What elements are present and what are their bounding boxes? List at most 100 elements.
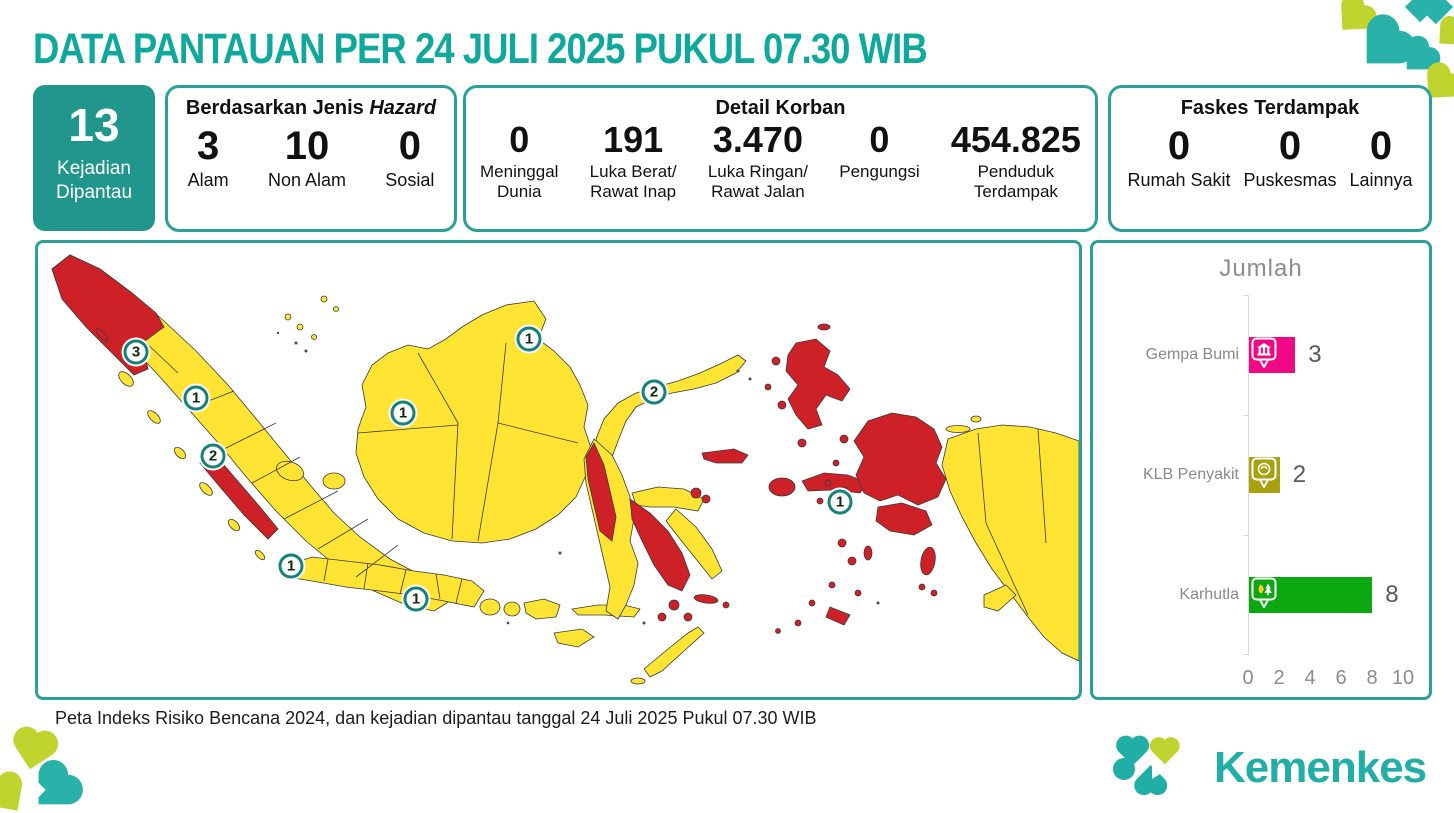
stat-sosial-value: 0 <box>398 124 421 168</box>
page-title: DATA PANTAUAN PER 24 JULI 2025 PUKUL 07.… <box>33 26 928 74</box>
map-incident-badge: 1 <box>827 489 853 515</box>
earthquake-building-icon <box>1251 337 1277 368</box>
hazard-type-card: Berdasarkan Jenis Hazard 3 Alam 10 Non A… <box>165 85 457 232</box>
map-small-islets <box>276 331 880 625</box>
faskes-card-title: Faskes Terdampak <box>1180 97 1360 119</box>
kemenkes-brand: Kemenkes <box>1112 731 1427 805</box>
kejadian-count: 13 <box>68 99 120 151</box>
stat-non-alam-value: 10 <box>284 124 330 168</box>
x-tick: 8 <box>1366 667 1378 689</box>
chart-x-axis: 0 2 4 6 8 10 <box>1242 667 1414 697</box>
x-tick: 6 <box>1335 667 1347 689</box>
bar-value-label: 8 <box>1385 581 1399 608</box>
chart-title: Jumlah <box>1219 255 1303 282</box>
stat-luka-ringan: 3.470 Luka Ringan/ Rawat Jalan <box>708 122 808 201</box>
x-tick: 4 <box>1304 667 1316 689</box>
badge-count: 1 <box>191 389 201 407</box>
x-tick: 0 <box>1242 667 1254 689</box>
forest-fire-icon <box>1251 577 1277 608</box>
chart-row-klb-penyakit: KLB Penyakit 2 <box>1143 415 1403 535</box>
map-incident-badge: 2 <box>200 443 226 469</box>
incident-type-chart: Jumlah Gempa Bumi <box>1090 240 1432 700</box>
stat-puskesmas: 0 Puskesmas <box>1243 126 1336 191</box>
map-high-risk-regions <box>51 254 947 634</box>
chart-row-gempa-bumi: Gempa Bumi 3 <box>1146 295 1403 415</box>
chart-row-karhutla: Karhutla 8 <box>1179 535 1403 655</box>
hazard-title-italic: Hazard <box>369 97 437 119</box>
faskes-terdampak-card: Faskes Terdampak 0 Rumah Sakit 0 Puskesm… <box>1108 85 1432 232</box>
badge-count: 1 <box>411 590 421 608</box>
chart-plot-area: Gempa Bumi 3 <box>1143 295 1403 655</box>
kejadian-label: Kejadian Dipantau <box>55 158 133 204</box>
detail-korban-card: Detail Korban 0 Meninggal Dunia 191 Luka… <box>463 85 1098 232</box>
map-incident-badge: 1 <box>278 553 304 579</box>
map-province-borders <box>141 338 1047 616</box>
kemenkes-wordmark: Kemenkes <box>1214 743 1427 792</box>
stat-puskesmas-value: 0 <box>1278 124 1302 168</box>
stat-alam-value: 3 <box>197 124 220 168</box>
indonesia-map-svg <box>51 254 1079 685</box>
stat-rumah-sakit-value: 0 <box>1167 124 1191 168</box>
stat-luka-berat-value: 191 <box>603 119 664 160</box>
stat-luka-berat: 191 Luka Berat/ Rawat Inap <box>590 122 677 201</box>
corner-decoration-icon <box>1341 0 1454 98</box>
category-label: KLB Penyakit <box>1142 466 1239 483</box>
korban-card-title: Detail Korban <box>715 97 846 119</box>
map-incident-badge: 1 <box>390 400 416 426</box>
indonesia-risk-map: 3 1 2 1 1 1 1 2 1 <box>35 240 1082 700</box>
stat-lainnya-label: Lainnya <box>1349 170 1413 190</box>
bar-gempa-bumi <box>1249 337 1296 373</box>
bar-karhutla <box>1249 577 1373 613</box>
category-label: Gempa Bumi <box>1145 346 1239 363</box>
stat-penduduk-label: Penduduk Terdampak <box>973 162 1058 201</box>
stat-rumah-sakit-label: Rumah Sakit <box>1127 170 1231 190</box>
badge-count: 1 <box>286 557 296 575</box>
stat-penduduk: 454.825 Penduduk Terdampak <box>951 122 1081 201</box>
stat-lainnya-value: 0 <box>1369 124 1393 168</box>
map-incident-badge: 1 <box>183 385 209 411</box>
kemenkes-logo-icon <box>1113 735 1180 796</box>
map-medium-risk-regions <box>51 254 1079 685</box>
x-tick: 2 <box>1273 667 1285 689</box>
stat-meninggal: 0 Meninggal Dunia <box>480 122 558 201</box>
badge-count: 2 <box>649 383 659 401</box>
bar-klb-penyakit <box>1249 457 1280 493</box>
stat-pengungsi-value: 0 <box>869 119 890 160</box>
stat-alam: 3 Alam <box>188 126 229 191</box>
map-incident-badge: 1 <box>403 586 429 612</box>
bar-value-label: 2 <box>1292 461 1307 488</box>
corner-decoration-icon <box>0 726 83 811</box>
stat-puskesmas-label: Puskesmas <box>1243 170 1337 190</box>
stat-meninggal-label: Meninggal Dunia <box>480 162 559 201</box>
x-tick: 10 <box>1391 667 1415 689</box>
stat-pengungsi-label: Pengungsi <box>839 162 920 181</box>
stat-luka-ringan-value: 3.470 <box>712 119 803 160</box>
map-incident-badge: 3 <box>123 339 149 365</box>
kejadian-dipantau-card: 13 Kejadian Dipantau <box>33 85 155 231</box>
category-label: Karhutla <box>1179 586 1239 603</box>
stat-luka-berat-label: Luka Berat/ Rawat Inap <box>589 162 677 201</box>
stat-non-alam: 10 Non Alam <box>268 126 346 191</box>
stat-rumah-sakit: 0 Rumah Sakit <box>1127 126 1230 191</box>
map-caption: Peta Indeks Risiko Bencana 2024, dan kej… <box>55 708 817 728</box>
badge-count: 1 <box>835 493 845 511</box>
badge-count: 1 <box>398 404 408 422</box>
hazard-title-text: Berdasarkan Jenis <box>185 97 370 119</box>
stat-penduduk-value: 454.825 <box>950 119 1081 160</box>
map-incident-badge: 1 <box>516 326 542 352</box>
stat-lainnya: 0 Lainnya <box>1349 126 1412 191</box>
stat-sosial: 0 Sosial <box>385 126 434 191</box>
stat-meninggal-value: 0 <box>509 119 530 160</box>
hazard-card-title: Berdasarkan Jenis Hazard <box>168 97 454 120</box>
badge-count: 2 <box>208 447 218 465</box>
stat-non-alam-label: Non Alam <box>267 170 346 190</box>
stat-pengungsi: 0 Pengungsi <box>839 122 919 182</box>
badge-count: 3 <box>131 343 141 361</box>
stat-sosial-label: Sosial <box>385 170 435 190</box>
map-incident-badge: 2 <box>641 379 667 405</box>
bar-value-label: 3 <box>1308 341 1322 368</box>
stat-alam-label: Alam <box>187 170 229 190</box>
disease-outbreak-icon <box>1251 457 1277 488</box>
stat-luka-ringan-label: Luka Ringan/ Rawat Jalan <box>707 162 809 201</box>
